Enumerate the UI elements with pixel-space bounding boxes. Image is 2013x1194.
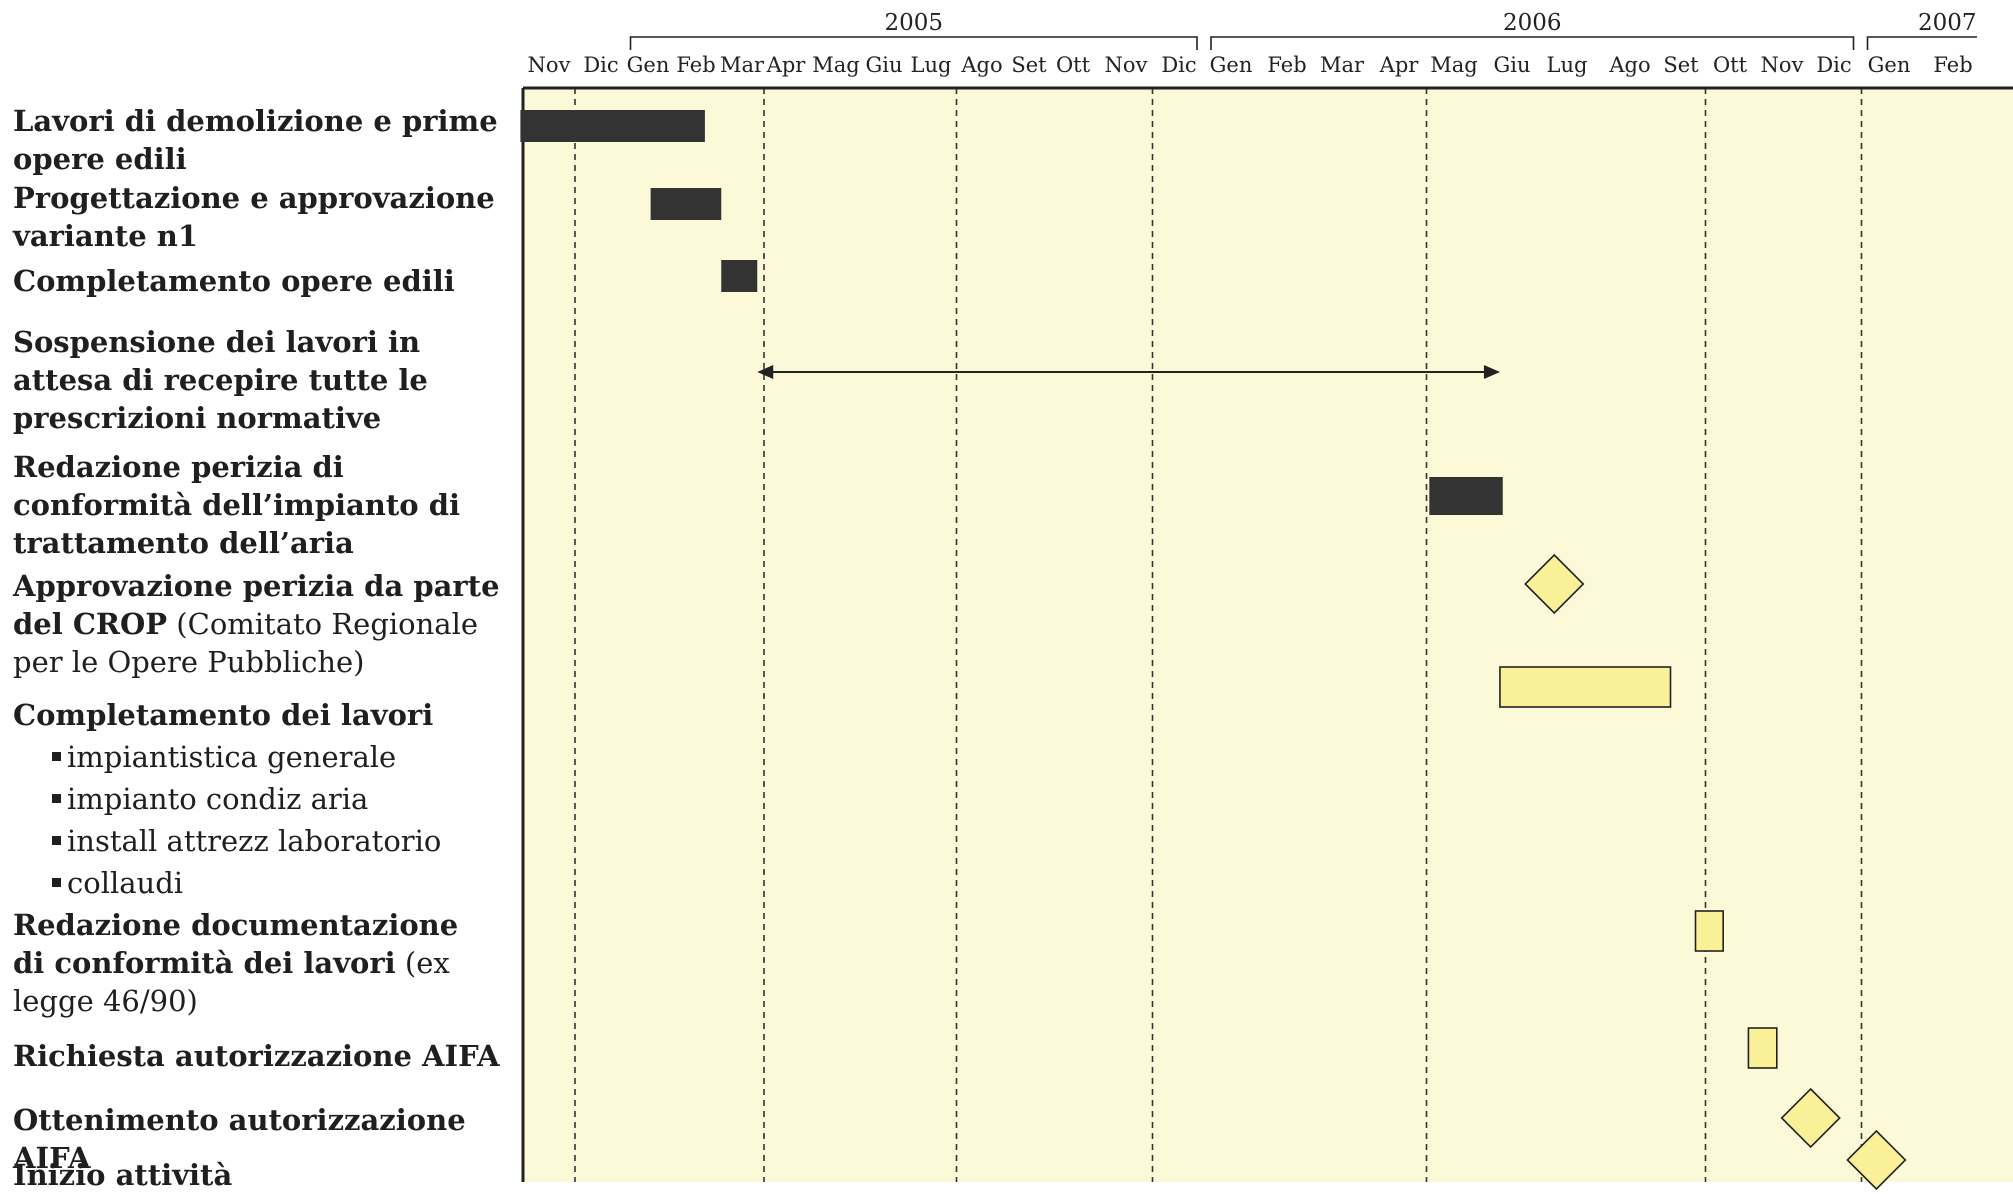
year-label: 2006 [1503,10,1562,36]
subtask-attrezz-laboratorio: install attrezz laboratorio [52,822,512,860]
year-bracket [1210,36,1855,50]
task-label-documentazione: Redazione documentazione di conformità d… [13,908,459,1018]
month-tick-label: Ott [1056,53,1091,77]
task-bar [650,188,722,220]
task-label-richiesta-aifa: Richiesta autorizzazione AIFA [13,1039,500,1073]
chart-panel [523,88,2013,1182]
month-tick-label: Gen [627,53,670,77]
task-bar [1694,910,1724,952]
task-label-perizia: Redazione perizia di conformità dell’imp… [13,450,461,560]
month-tick-label: Giu [865,53,902,77]
milestone-diamond [1780,1087,1841,1149]
month-tick-label: Dic [583,53,618,77]
task-label-inizio-attivita: Inizio attività [13,1158,233,1192]
month-tick-label: Mar [1320,53,1365,77]
task-label-ottenimento-aifa: Ottenimento autorizzazione AIFA [13,1103,466,1175]
month-tick-label: Giu [1493,53,1530,77]
milestone-diamond [1524,553,1585,615]
subtask-impiantistica: impiantistica generale [52,738,512,776]
task-label-approvazione-crop: Approvazione perizia da parte del CROP (… [13,569,500,679]
arrow-left-head-icon [757,365,774,379]
bullet-icon [52,835,61,845]
month-tick-label: Ago [960,53,1002,77]
month-tick-label: Gen [1210,53,1253,77]
task-label-demolizione: Lavori di demolizione e prime opere edil… [13,104,498,176]
month-tick-label: Apr [1379,53,1420,77]
month-tick-label: Dic [1161,53,1196,77]
task-bar [1747,1027,1778,1069]
month-tick-label: Ott [1713,53,1748,77]
month-tick-label: Feb [676,53,715,77]
task-bar [1499,666,1672,708]
task-label-progettazione: Progettazione e approvazione variante n1 [13,181,495,253]
bullet-icon [52,793,61,803]
task-label-completamento-lavori: Completamento dei lavori [13,698,434,732]
task-label-completamento-edili: Completamento opere edili [13,264,455,298]
bullet-icon [52,877,61,887]
month-tick-label: Apr [766,53,807,77]
month-tick-label: Mag [812,53,859,77]
task-bar [1429,477,1503,515]
year-bracket [629,36,1198,50]
bullet-icon [52,751,61,761]
month-tick-label: Lug [1547,53,1588,77]
milestone-diamond [1846,1129,1907,1191]
month-tick-label: Ago [1608,53,1650,77]
month-tick-label: Set [1663,53,1699,77]
month-tick-label: Feb [1267,53,1306,77]
task-label-sospensione: Sospensione dei lavori in attesa di rece… [13,325,428,435]
month-tick-label: Gen [1868,53,1911,77]
year-bracket [1866,36,1977,50]
month-tick-label: Dic [1816,53,1851,77]
arrow-right-head-icon [1483,365,1500,379]
month-tick-label: Mag [1430,53,1477,77]
month-tick-label: Mar [720,53,765,77]
year-label: 2007 [1918,10,1977,36]
task-bar [520,110,705,142]
month-tick-label: Nov [528,53,571,77]
month-tick-label: Nov [1105,53,1148,77]
month-tick-label: Set [1011,53,1047,77]
subtask-condiz-aria: impianto condiz aria [52,780,512,818]
subtask-collaudi: collaudi [52,864,512,902]
month-tick-label: Feb [1933,53,1972,77]
month-tick-label: Lug [911,53,952,77]
month-tick-label: Nov [1761,53,1804,77]
task-bar [721,260,758,292]
year-label: 2005 [884,10,943,36]
